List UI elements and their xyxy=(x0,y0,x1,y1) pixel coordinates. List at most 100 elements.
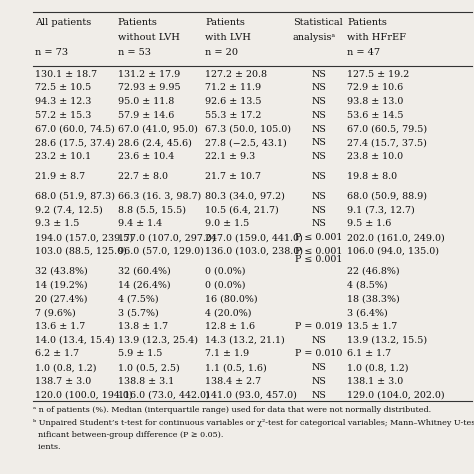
Text: 141.0 (93.0, 457.0): 141.0 (93.0, 457.0) xyxy=(205,391,297,400)
Text: 80.3 (34.0, 97.2): 80.3 (34.0, 97.2) xyxy=(205,192,285,201)
Text: 28.6 (17.5, 37.4): 28.6 (17.5, 37.4) xyxy=(35,138,115,147)
Text: ᵇ Unpaired Student’s t-test for continuous variables or χ²-test for categorical : ᵇ Unpaired Student’s t-test for continuo… xyxy=(33,419,474,427)
Text: NS: NS xyxy=(311,377,326,386)
Text: n = 53: n = 53 xyxy=(118,48,151,57)
Text: 177.0 (107.0, 297.0): 177.0 (107.0, 297.0) xyxy=(118,233,215,242)
Text: 22.1 ± 9.3: 22.1 ± 9.3 xyxy=(205,152,255,161)
Text: 202.0 (161.0, 249.0): 202.0 (161.0, 249.0) xyxy=(347,233,445,242)
Text: 9.1 (7.3, 12.7): 9.1 (7.3, 12.7) xyxy=(347,206,415,215)
Text: 23.8 ± 10.0: 23.8 ± 10.0 xyxy=(347,152,403,161)
Text: 1.0 (0.5, 2.5): 1.0 (0.5, 2.5) xyxy=(118,363,179,372)
Text: 13.9 (12.3, 25.4): 13.9 (12.3, 25.4) xyxy=(118,336,198,345)
Text: Statistical: Statistical xyxy=(293,18,343,27)
Text: n = 47: n = 47 xyxy=(347,48,381,57)
Text: 21.7 ± 10.7: 21.7 ± 10.7 xyxy=(205,172,261,181)
Text: 13.8 ± 1.7: 13.8 ± 1.7 xyxy=(118,322,168,331)
Text: 67.0 (41.0, 95.0): 67.0 (41.0, 95.0) xyxy=(118,125,198,134)
Text: 6.1 ± 1.7: 6.1 ± 1.7 xyxy=(347,349,392,358)
Text: 12.8 ± 1.6: 12.8 ± 1.6 xyxy=(205,322,255,331)
Text: 22 (46.8%): 22 (46.8%) xyxy=(347,267,400,276)
Text: 14 (19.2%): 14 (19.2%) xyxy=(35,281,87,290)
Text: 57.9 ± 14.6: 57.9 ± 14.6 xyxy=(118,111,174,120)
Text: NS: NS xyxy=(311,83,326,92)
Text: P ≤ 0.001: P ≤ 0.001 xyxy=(295,233,342,242)
Text: 9.5 ± 1.6: 9.5 ± 1.6 xyxy=(347,219,392,228)
Text: NS: NS xyxy=(311,152,326,161)
Text: 4 (8.5%): 4 (8.5%) xyxy=(347,281,388,290)
Text: 72.5 ± 10.5: 72.5 ± 10.5 xyxy=(35,83,91,92)
Text: NS: NS xyxy=(311,219,326,228)
Text: 1.0 (0.8, 1.2): 1.0 (0.8, 1.2) xyxy=(35,363,96,372)
Text: 28.6 (2.4, 45.6): 28.6 (2.4, 45.6) xyxy=(118,138,191,147)
Text: 14.3 (13.2, 21.1): 14.3 (13.2, 21.1) xyxy=(205,336,285,345)
Text: 32 (43.8%): 32 (43.8%) xyxy=(35,267,87,276)
Text: 14 (26.4%): 14 (26.4%) xyxy=(118,281,170,290)
Text: n = 73: n = 73 xyxy=(35,48,68,57)
Text: 3 (6.4%): 3 (6.4%) xyxy=(347,308,388,317)
Text: 5.9 ± 1.5: 5.9 ± 1.5 xyxy=(118,349,162,358)
Text: 57.2 ± 15.3: 57.2 ± 15.3 xyxy=(35,111,91,120)
Text: NS: NS xyxy=(311,111,326,120)
Text: 106.0 (94.0, 135.0): 106.0 (94.0, 135.0) xyxy=(347,247,439,256)
Text: n = 20: n = 20 xyxy=(205,48,238,57)
Text: P ≤ 0.001: P ≤ 0.001 xyxy=(295,255,342,264)
Text: 55.3 ± 17.2: 55.3 ± 17.2 xyxy=(205,111,262,120)
Text: 93.8 ± 13.0: 93.8 ± 13.0 xyxy=(347,97,404,106)
Text: 27.4 (15.7, 37.5): 27.4 (15.7, 37.5) xyxy=(347,138,428,147)
Text: nificant between-group difference (P ≥ 0.05).: nificant between-group difference (P ≥ 0… xyxy=(33,431,224,439)
Text: ients.: ients. xyxy=(33,443,61,451)
Text: NS: NS xyxy=(311,125,326,134)
Text: NS: NS xyxy=(311,206,326,215)
Text: 67.0 (60.0, 74.5): 67.0 (60.0, 74.5) xyxy=(35,125,115,134)
Text: 13.5 ± 1.7: 13.5 ± 1.7 xyxy=(347,322,398,331)
Text: 138.1 ± 3.0: 138.1 ± 3.0 xyxy=(347,377,404,386)
Text: 1.0 (0.8, 1.2): 1.0 (0.8, 1.2) xyxy=(347,363,409,372)
Text: without LVH: without LVH xyxy=(118,33,180,42)
Text: 7 (9.6%): 7 (9.6%) xyxy=(35,308,75,317)
Text: NS: NS xyxy=(311,363,326,372)
Text: 8.8 (5.5, 15.5): 8.8 (5.5, 15.5) xyxy=(118,206,185,215)
Text: 32 (60.4%): 32 (60.4%) xyxy=(118,267,170,276)
Text: 10.5 (6.4, 21.7): 10.5 (6.4, 21.7) xyxy=(205,206,279,215)
Text: Patients: Patients xyxy=(205,18,245,27)
Text: 194.0 (157.0, 239.5): 194.0 (157.0, 239.5) xyxy=(35,233,133,242)
Text: 72.9 ± 10.6: 72.9 ± 10.6 xyxy=(347,83,404,92)
Text: NS: NS xyxy=(311,97,326,106)
Text: 9.2 (7.4, 12.5): 9.2 (7.4, 12.5) xyxy=(35,206,102,215)
Text: NS: NS xyxy=(311,336,326,345)
Text: 9.0 ± 1.5: 9.0 ± 1.5 xyxy=(205,219,249,228)
Text: 16 (80.0%): 16 (80.0%) xyxy=(205,294,258,303)
Text: 67.3 (50.0, 105.0): 67.3 (50.0, 105.0) xyxy=(205,125,291,134)
Text: 7.1 ± 1.9: 7.1 ± 1.9 xyxy=(205,349,249,358)
Text: 19.8 ± 8.0: 19.8 ± 8.0 xyxy=(347,172,398,181)
Text: NS: NS xyxy=(311,391,326,400)
Text: 9.3 ± 1.5: 9.3 ± 1.5 xyxy=(35,219,79,228)
Text: NS: NS xyxy=(311,172,326,181)
Text: 20 (27.4%): 20 (27.4%) xyxy=(35,294,87,303)
Text: 247.0 (159.0, 441.0): 247.0 (159.0, 441.0) xyxy=(205,233,303,242)
Text: with HFrEF: with HFrEF xyxy=(347,33,406,42)
Text: 9.4 ± 1.4: 9.4 ± 1.4 xyxy=(118,219,162,228)
Text: 129.0 (104.0, 202.0): 129.0 (104.0, 202.0) xyxy=(347,391,445,400)
Text: 22.7 ± 8.0: 22.7 ± 8.0 xyxy=(118,172,167,181)
Text: P = 0.010: P = 0.010 xyxy=(295,349,342,358)
Text: 136.0 (103.0, 238.0): 136.0 (103.0, 238.0) xyxy=(205,247,303,256)
Text: 94.3 ± 12.3: 94.3 ± 12.3 xyxy=(35,97,91,106)
Text: All patients: All patients xyxy=(35,18,91,27)
Text: 66.3 (16. 3, 98.7): 66.3 (16. 3, 98.7) xyxy=(118,192,201,201)
Text: NS: NS xyxy=(311,70,326,79)
Text: 131.2 ± 17.9: 131.2 ± 17.9 xyxy=(118,70,180,79)
Text: 4 (20.0%): 4 (20.0%) xyxy=(205,308,252,317)
Text: with LVH: with LVH xyxy=(205,33,251,42)
Text: NS: NS xyxy=(311,192,326,201)
Text: 127.2 ± 20.8: 127.2 ± 20.8 xyxy=(205,70,267,79)
Text: P = 0.019: P = 0.019 xyxy=(295,322,343,331)
Text: ᵃ n of patients (%). Median (interquartile range) used for data that were not no: ᵃ n of patients (%). Median (interquarti… xyxy=(33,406,431,414)
Text: 138.8 ± 3.1: 138.8 ± 3.1 xyxy=(118,377,174,386)
Text: 53.6 ± 14.5: 53.6 ± 14.5 xyxy=(347,111,404,120)
Text: 14.0 (13.4, 15.4): 14.0 (13.4, 15.4) xyxy=(35,336,114,345)
Text: 68.0 (50.9, 88.9): 68.0 (50.9, 88.9) xyxy=(347,192,428,201)
Text: NS: NS xyxy=(311,138,326,147)
Text: 21.9 ± 8.7: 21.9 ± 8.7 xyxy=(35,172,85,181)
Text: Patients: Patients xyxy=(118,18,157,27)
